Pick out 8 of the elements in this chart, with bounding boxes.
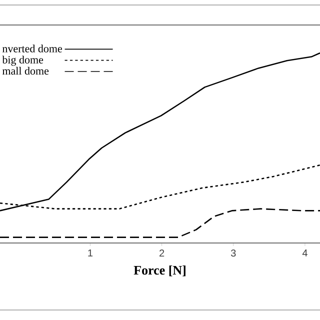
- x-tick-label: 3: [230, 250, 236, 257]
- x-axis-title: Force [N]: [134, 265, 186, 276]
- x-tick-label: 4: [302, 250, 308, 256]
- x-tick-label: 2: [160, 250, 164, 257]
- legend-label: nverted dome: [2, 44, 62, 52]
- legend-label: mall dome: [2, 66, 49, 75]
- legend-label: big dome: [2, 56, 44, 66]
- x-tick-label: 1: [88, 250, 93, 256]
